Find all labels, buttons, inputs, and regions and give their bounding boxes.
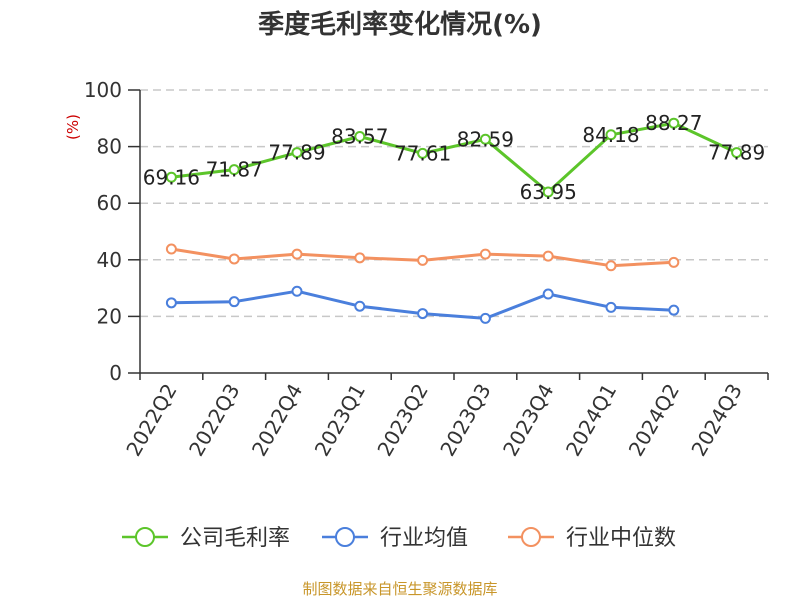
- series-point: [479, 133, 491, 145]
- data-label: 71.87: [206, 158, 263, 182]
- series-point: [605, 129, 617, 141]
- data-label: 84.18: [582, 123, 639, 147]
- y-tick-label: 20: [97, 304, 122, 328]
- series-line: [171, 121, 738, 194]
- series-point: [668, 256, 680, 268]
- legend: 公司毛利率 行业均值 行业中位数: [122, 526, 676, 551]
- legend-marker: [335, 527, 355, 547]
- series-point: [228, 253, 240, 265]
- x-tick-label: 2022Q4: [247, 380, 307, 461]
- data-label: 77.89: [268, 141, 325, 165]
- series-point: [542, 186, 554, 198]
- series-point: [354, 300, 366, 312]
- x-tick-label: 2022Q2: [121, 380, 181, 461]
- legend-marker: [521, 527, 541, 547]
- series-point: [417, 308, 429, 320]
- data-label: 88.27: [645, 111, 702, 135]
- data-label: 77.61: [394, 141, 451, 165]
- y-tick-label: 0: [109, 361, 122, 385]
- series-point: [731, 147, 743, 159]
- series-point: [291, 147, 303, 159]
- x-tick-label: 2023Q3: [435, 380, 495, 461]
- series-point: [165, 243, 177, 255]
- legend-label: 公司毛利率: [180, 526, 290, 551]
- data-label: 82.59: [457, 127, 514, 151]
- series-point: [228, 296, 240, 308]
- data-label: 63.95: [520, 180, 577, 204]
- series-point: [417, 254, 429, 266]
- x-tick-label: 2024Q1: [561, 380, 621, 461]
- series-point: [165, 171, 177, 183]
- series-point: [605, 260, 617, 272]
- x-tick-label: 2022Q3: [184, 380, 244, 461]
- series-point: [228, 164, 240, 176]
- x-tick-label: 2024Q2: [624, 380, 684, 461]
- y-tick-label: 80: [97, 135, 122, 159]
- x-tick-label: 2024Q3: [686, 380, 746, 461]
- series-point: [605, 301, 617, 313]
- chart-title: 季度毛利率变化情况(%): [258, 9, 542, 40]
- series-point: [668, 304, 680, 316]
- source-note: 制图数据来自恒生聚源数据库: [302, 580, 497, 598]
- legend-label: 行业中位数: [566, 526, 676, 551]
- series-point: [668, 117, 680, 129]
- series-point: [542, 250, 554, 262]
- series-layer: [165, 117, 743, 324]
- series-point: [479, 312, 491, 324]
- x-tick-label: 2023Q2: [372, 380, 432, 461]
- y-tick-label: 40: [97, 248, 122, 272]
- series-point: [291, 248, 303, 260]
- legend-marker: [135, 527, 155, 547]
- series-point: [479, 248, 491, 260]
- series-point: [354, 252, 366, 264]
- series-point: [354, 130, 366, 142]
- x-tick-label: 2023Q4: [498, 380, 558, 461]
- y-tick-label: 60: [97, 191, 122, 215]
- series-point: [291, 285, 303, 297]
- data-label: 69.16: [143, 165, 200, 189]
- grid-lines: [140, 89, 768, 318]
- y-tick-label: 100: [84, 78, 122, 102]
- data-labels: 69.16 71.8777.8983.5777.6182.5963.9584.18…: [143, 111, 765, 204]
- series-point: [417, 147, 429, 159]
- series-point: [165, 297, 177, 309]
- data-label: 77.89: [708, 141, 765, 165]
- series-point: [542, 288, 554, 300]
- y-axis-label: (%): [64, 114, 82, 140]
- x-tick-label: 2023Q1: [310, 380, 370, 461]
- legend-label: 行业均值: [380, 526, 468, 551]
- data-label: 83.57: [331, 124, 388, 148]
